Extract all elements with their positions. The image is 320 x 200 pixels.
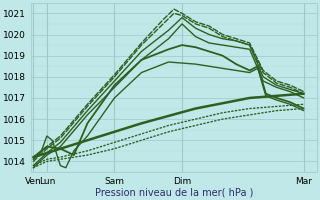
X-axis label: Pression niveau de la mer( hPa ): Pression niveau de la mer( hPa ) [95, 187, 253, 197]
